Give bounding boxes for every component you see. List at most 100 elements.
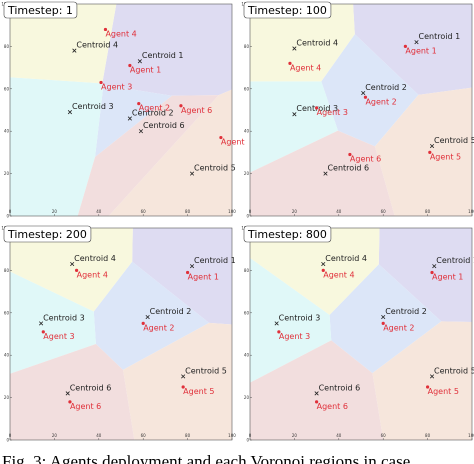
plot-frame [9,227,233,441]
x-tick-label: 100 [468,209,474,214]
voronoi-region [321,34,419,147]
voronoi-region [329,264,442,374]
y-tick-label: 20 [4,395,10,400]
centroid-marker [429,143,435,149]
x-tick-label: 100 [228,209,236,214]
y-tick-label: 0 [246,214,249,219]
title-box [3,1,78,19]
x-tick-label: 20 [52,209,58,214]
x-tick-label: 0 [249,433,252,438]
agent-marker [426,385,430,389]
panel: 020406080100020406080100Centroid 1Centro… [241,226,474,443]
x-tick-label: 20 [292,209,298,214]
voronoi-region [250,340,384,440]
agent-marker [348,152,352,157]
agent-label: Agent 6 [317,402,348,411]
y-tick-label: 20 [244,395,250,400]
agent-marker [99,80,103,85]
panel: 020406080100020406080100Centroid 1Centro… [1,226,236,443]
centroid-marker [429,374,435,379]
voronoi-region [250,81,338,173]
x-tick-label: 100 [468,433,474,438]
panel-title: Timestep: 1 [7,4,73,17]
centroid-marker [67,110,73,115]
x-tick-label: 40 [336,209,342,214]
y-tick-label: 80 [244,44,250,49]
centroid-label: Centroid 4 [325,254,367,263]
voronoi-region [123,322,232,440]
centroid-marker [432,264,437,269]
centroid-marker [361,90,366,96]
voronoi-region [250,130,395,216]
x-tick-label: 40 [96,433,102,438]
agent-marker [75,268,79,272]
centroid-marker [189,264,195,269]
y-tick-label: 0 [246,438,249,443]
centroid-marker [189,171,195,176]
centroid-label: Centroid 1 [142,51,184,60]
y-tick-label: 40 [4,129,10,134]
centroid-label: Centroid 1 [436,256,474,265]
voronoi-region [353,4,472,95]
centroid-label: Centroid 5 [185,366,227,375]
agent-label: Agent 4 [290,63,321,72]
x-tick-label: 60 [381,433,387,438]
agent-marker [41,330,45,334]
centroid-label: Centroid 2 [385,307,427,316]
caption: Fig. 3: Agents deployment and each Voron… [2,452,410,464]
y-tick-label: 40 [244,353,250,358]
centroid-label: Centroid 4 [74,254,116,263]
panel-title: Timestep: 100 [247,4,327,17]
agent-label: Agent 2 [143,323,174,332]
centroid-marker [145,314,150,320]
centroid-marker [181,374,186,379]
x-tick-label: 60 [141,433,147,438]
centroid-marker [137,59,142,64]
agent-label: Agent 2 [365,97,396,106]
voronoi-region [10,228,133,312]
centroid-label: Centroid 5 [194,164,236,173]
voronoi-region [10,343,135,440]
x-tick-label: 80 [185,209,191,214]
agent-label: Agent 4 [77,270,108,279]
agent-marker [179,104,183,108]
agent-marker [315,400,319,404]
plot-frame [249,3,473,217]
y-tick-label: 60 [244,310,250,315]
centroid-marker [127,116,132,121]
centroid-label: Centroid 4 [76,41,118,50]
centroid-label: Centroid 2 [150,307,192,316]
x-tick-label: 80 [425,209,431,214]
centroid-label: Centroid 5 [434,136,474,145]
centroid-marker [292,46,297,51]
y-tick-label: 40 [4,353,10,358]
agent-label: Agent 1 [188,273,219,282]
voronoi-region [77,95,219,216]
centroid-marker [314,391,319,396]
y-tick-label: 60 [4,86,10,91]
agent-label: Agent 3 [279,332,310,341]
x-tick-label: 20 [292,433,298,438]
centroid-marker [381,314,386,320]
y-tick-label: 60 [244,86,250,91]
centroid-label: Centroid 2 [132,108,174,117]
agent-marker [315,106,319,110]
centroid-label: Centroid 4 [296,39,338,48]
centroid-label: Centroid 2 [365,83,407,92]
x-tick-label: 0 [9,433,12,438]
plot-frame [9,3,233,217]
centroid-label: Centroid 5 [434,366,474,375]
y-tick-label: 20 [244,171,250,176]
x-tick-label: 0 [9,209,12,214]
voronoi-region [132,228,232,325]
agent-marker [277,330,281,334]
x-tick-label: 80 [185,433,191,438]
centroid-label: Centroid 1 [194,256,236,265]
x-tick-label: 20 [52,433,58,438]
voronoi-region [108,89,232,216]
agent-label: Agent 2 [383,323,414,332]
centroid-marker [323,171,328,176]
centroid-label: Centroid 3 [72,102,114,111]
